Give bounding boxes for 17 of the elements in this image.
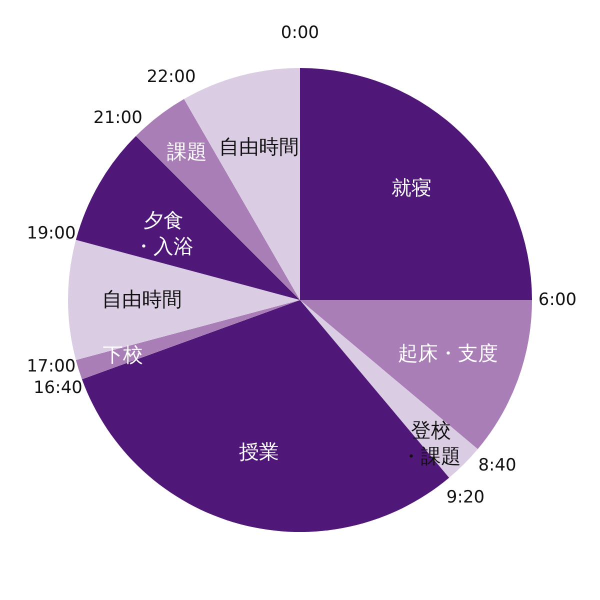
text: 0:00 xyxy=(280,23,320,44)
text: 6:00 xyxy=(538,290,577,310)
text: 22:00 xyxy=(146,66,196,87)
slice-label: 夕食・入浴 xyxy=(133,208,194,258)
text: 19:00 xyxy=(26,223,76,244)
text: 21:00 xyxy=(93,108,142,128)
text: 17:00 xyxy=(26,356,76,377)
slice-label: 下校 xyxy=(102,342,143,367)
slice-label: 授業 xyxy=(239,439,280,464)
text: 16:40 xyxy=(33,378,82,398)
slice-label: 自由時間 xyxy=(219,134,300,159)
text: 9:20 xyxy=(446,487,485,508)
slice-label: 就寝 xyxy=(392,175,432,200)
slice-label: 課題 xyxy=(167,140,208,164)
text: 8:40 xyxy=(478,456,516,476)
slice-label: 自由時間 xyxy=(102,286,182,311)
slice-label: 起床・支度 xyxy=(398,340,498,365)
